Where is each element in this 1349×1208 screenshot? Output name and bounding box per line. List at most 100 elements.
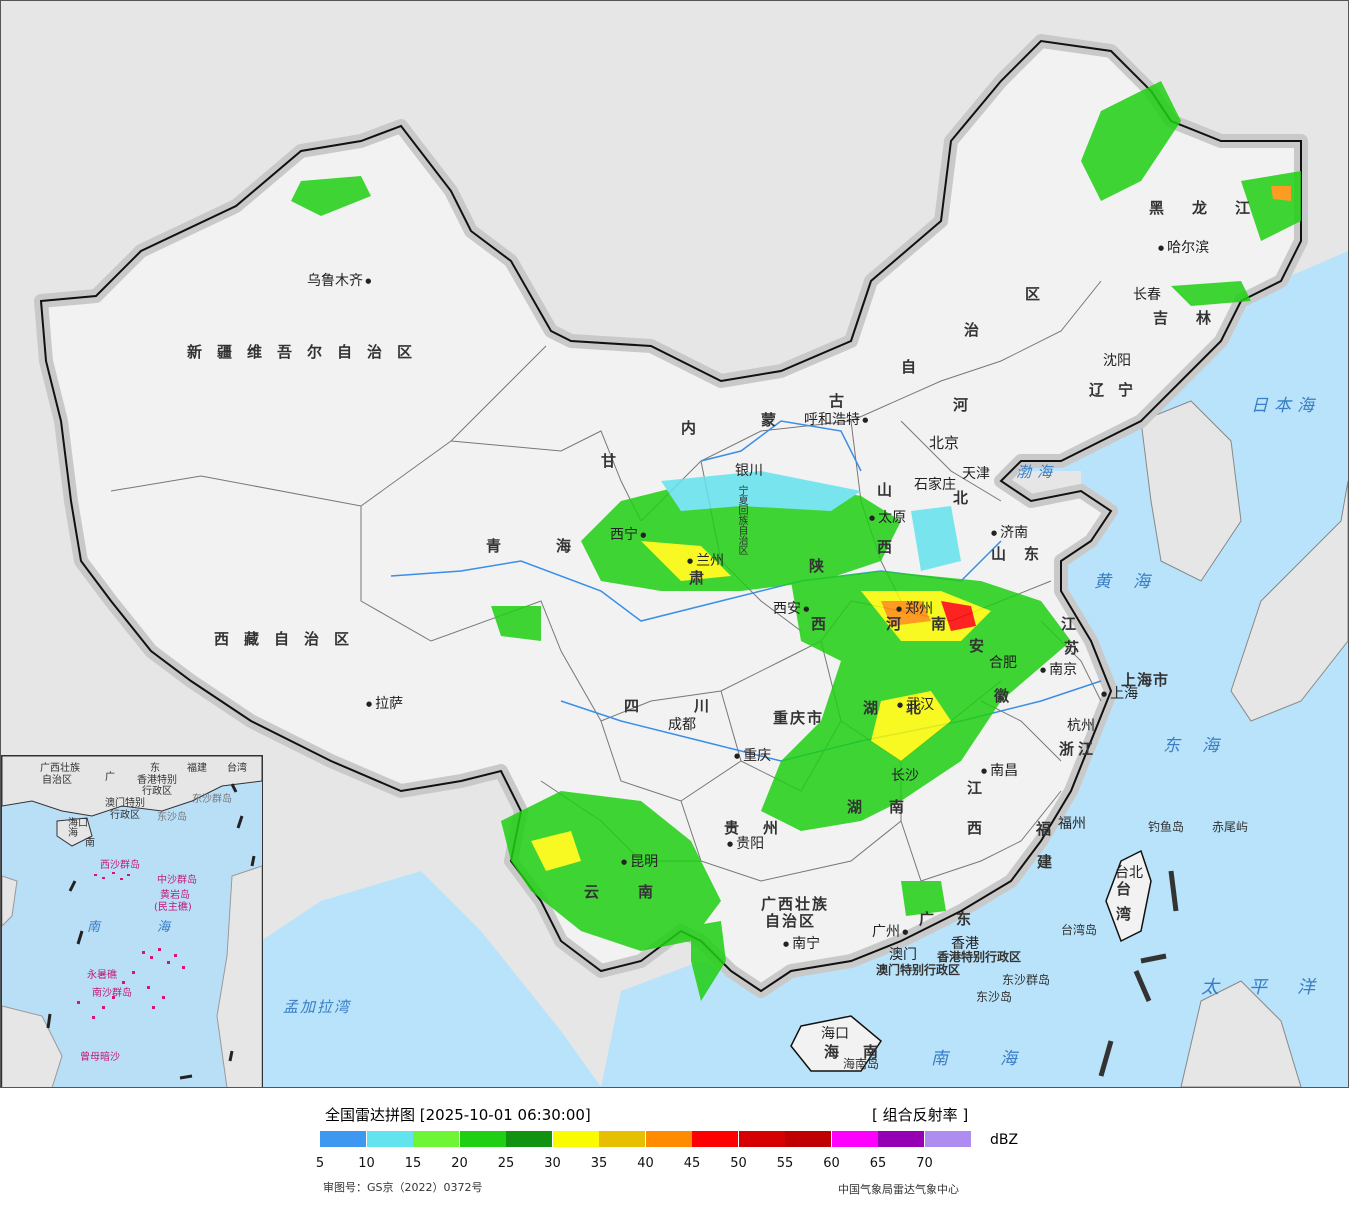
inset-macao-2: 行政区: [110, 810, 140, 821]
color-scale-tick: 25: [497, 1156, 515, 1171]
city-xining: 西宁: [610, 524, 646, 544]
color-scale-tick: 60: [823, 1156, 840, 1171]
inset-guangdong-1: 广: [105, 772, 115, 783]
taiwan-island: [1105, 849, 1152, 943]
province-guangxi-2: 自治区: [765, 912, 817, 930]
city-hohhot: 呼和浩特: [804, 409, 868, 429]
province-gansu-1: 甘: [601, 452, 632, 470]
philippines: [1180, 980, 1302, 1087]
china-outline: [39, 39, 1302, 993]
city-nanjing: 南京: [1040, 659, 1077, 679]
color-scale-tick: 40: [637, 1156, 654, 1171]
color-swatch: [320, 1131, 366, 1147]
city-guangzhou: 广州: [872, 921, 908, 941]
city-urumqi: 乌鲁木齐: [307, 270, 371, 290]
sea-japan: 日本海: [1251, 396, 1320, 416]
province-hunan-2: 南: [889, 798, 920, 816]
color-scale-tick: 10: [358, 1156, 375, 1171]
inset-zhongsha: 中沙群岛: [157, 875, 197, 886]
province-zhejiang: 浙江: [1059, 740, 1098, 758]
island-dongsha-qundao: 东沙群岛: [1002, 973, 1051, 987]
inset-nansha: 南沙群岛: [92, 988, 132, 999]
color-swatch: [366, 1131, 413, 1147]
color-swatch: [599, 1131, 645, 1147]
color-scale-tick: 65: [869, 1156, 887, 1171]
province-hubei-1: 湖: [863, 699, 894, 717]
city-hangzhou: 杭州: [1067, 718, 1095, 734]
inset-dongsha: 东沙群岛: [192, 794, 232, 805]
city-taiyuan: 太原: [869, 507, 906, 527]
province-taiwan-1: 台: [1116, 880, 1147, 898]
color-swatch: [552, 1131, 599, 1147]
color-scale-tick: 35: [590, 1156, 608, 1171]
province-shanxi-2: 西: [877, 538, 908, 556]
inset-south-1: 南: [87, 920, 107, 935]
city-tianjin: 天津: [962, 466, 990, 482]
sea-pacific: 太平洋: [1201, 977, 1345, 998]
color-scale-tick: 70: [916, 1156, 933, 1171]
inset-dongsha-2: 东沙岛: [157, 812, 187, 823]
color-scale-tick: 45: [683, 1156, 701, 1171]
island-chiwei: 赤尾屿: [1212, 820, 1249, 834]
province-hebei-2: 北: [953, 489, 984, 507]
city-beijing: 北京: [929, 434, 960, 452]
color-scale-tick: 5: [315, 1156, 325, 1171]
province-heilongjiang: 黑龙江: [1149, 199, 1279, 217]
city-zhengzhou: 郑州: [896, 598, 933, 618]
city-guiyang: 贵阳: [727, 833, 764, 853]
city-yinchuan: 银川: [735, 463, 763, 479]
city-shijiazhuang: 石家庄: [914, 477, 956, 493]
ocean-west: [181, 871, 601, 1087]
inset-guangdong-2: 东: [150, 763, 160, 774]
color-swatch: [506, 1131, 552, 1147]
color-swatch: [738, 1131, 785, 1147]
color-swatch: [692, 1131, 738, 1147]
dash-lines: [1098, 870, 1179, 1077]
province-gansu-2: 肃: [689, 569, 720, 587]
province-jiangsu-1: 江: [1061, 615, 1092, 633]
province-anhui-2: 徽: [994, 687, 1025, 705]
city-nanchang: 南昌: [981, 760, 1018, 780]
province-shandong: 山东: [991, 545, 1058, 563]
color-scale-tick: 55: [776, 1156, 794, 1171]
province-chongqing: 重庆市: [773, 709, 825, 727]
province-xinjiang: 新疆维吾尔自治区: [187, 343, 428, 361]
province-henan: 河南: [886, 615, 977, 633]
province-hainan-1: 海: [824, 1043, 855, 1061]
city-xian: 西安: [773, 598, 809, 618]
inset-hk: 香港特别: [137, 775, 177, 786]
color-swatch: [878, 1131, 924, 1147]
color-scale-tick: 15: [404, 1156, 422, 1171]
province-neimeng-2: 蒙: [761, 411, 792, 429]
city-fuzhou: 福州: [1058, 816, 1086, 832]
province-jiangsu-2: 苏: [1064, 639, 1095, 657]
color-swatch: [785, 1131, 831, 1147]
province-yunnan-1: 云: [584, 883, 615, 901]
city-wuhan: 武汉: [897, 694, 934, 714]
province-yunnan-2: 南: [638, 883, 669, 901]
province-taiwan-2: 湾: [1116, 905, 1147, 923]
city-harbin: 哈尔滨: [1158, 237, 1209, 257]
island-dongsha-dao: 东沙岛: [976, 990, 1013, 1004]
city-nanning: 南宁: [783, 933, 820, 953]
province-shanxi-1: 山: [877, 481, 908, 499]
inset-macao: 澳门特别: [105, 798, 145, 809]
inset-huangyan: 黄岩岛: [160, 890, 190, 901]
inset-fujian: 福建: [187, 763, 207, 774]
province-jilin: 吉林: [1153, 309, 1240, 327]
inset-taiwan: 台湾: [227, 763, 247, 774]
radar-map: 新疆维吾尔自治区 西藏自治区 青海 甘 肃 内 蒙 古 自 治 区 黑龙江 吉林…: [0, 0, 1349, 1088]
city-macao: 澳门: [889, 947, 917, 963]
inset-guangxi: 广西壮族: [40, 763, 80, 774]
label-macao-sar: 澳门特别行政区: [876, 963, 961, 977]
city-hefei: 合肥: [989, 655, 1017, 671]
hainan-island: [790, 1015, 882, 1072]
color-swatch: [831, 1131, 878, 1147]
south-china-sea-inset: 广西壮族 自治区 广 东 福建 台湾 香港特别 行政区 澳门特别 行政区 东沙群…: [1, 755, 263, 1087]
province-liaoning: 辽宁: [1089, 381, 1148, 399]
color-scale-tick: 30: [544, 1156, 561, 1171]
city-lhasa: 拉萨: [366, 693, 403, 713]
city-lanzhou: 兰州: [687, 550, 724, 570]
sea-east: 东海: [1163, 736, 1241, 756]
city-changchun: 长春: [1133, 287, 1161, 303]
